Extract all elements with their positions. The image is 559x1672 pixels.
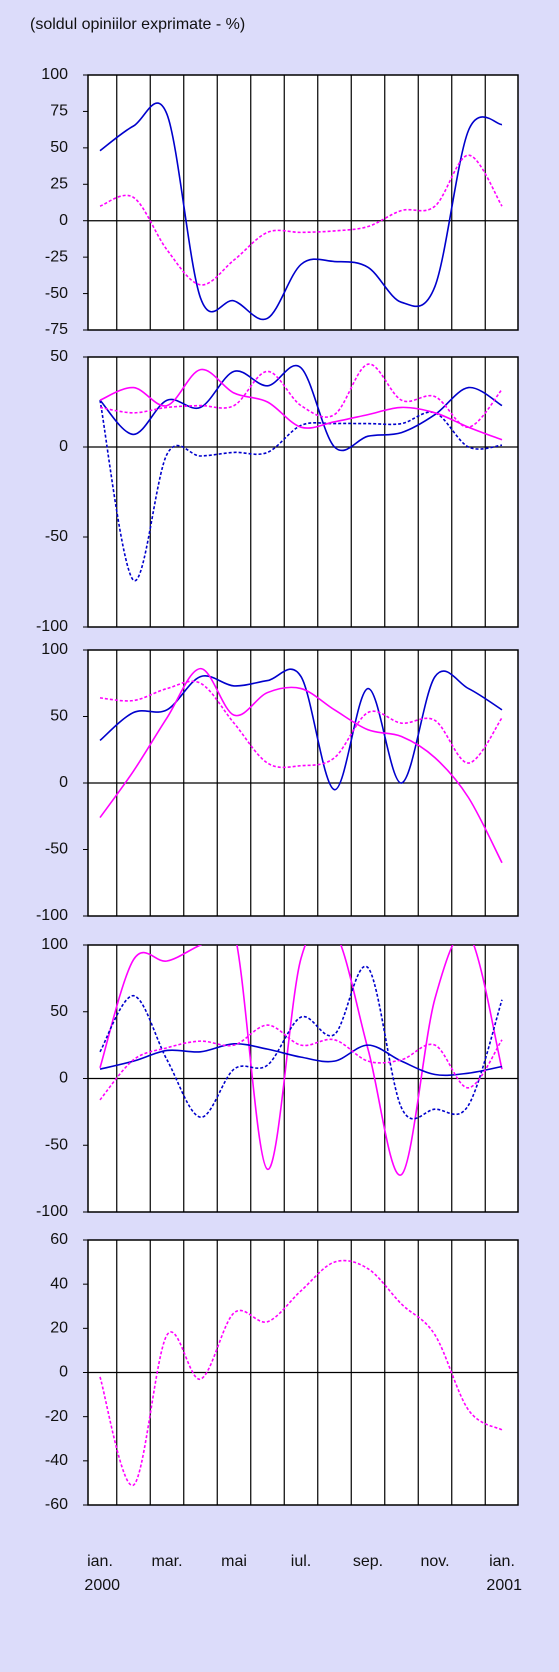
series-line [99, 667, 503, 864]
y-tick-label: 0 [59, 1070, 68, 1087]
y-tick-label: -50 [45, 1136, 68, 1153]
y-tick-label: -50 [45, 528, 68, 545]
series-line [99, 668, 503, 791]
y-tick-label: 60 [50, 1231, 68, 1248]
series-line [99, 965, 503, 1120]
x-tick-label: ian. 2001 [482, 1553, 522, 1594]
y-tick-label: 40 [50, 1275, 68, 1292]
y-tick-label: 50 [50, 139, 68, 156]
y-tick-label: 50 [50, 1003, 68, 1020]
y-tick-label: 50 [50, 348, 68, 365]
y-tick-label: -20 [45, 1408, 68, 1425]
series-line [99, 154, 503, 286]
plot-area [87, 356, 519, 628]
y-tick-label: -50 [45, 285, 68, 302]
x-tick-label: ian. 2000 [80, 1553, 120, 1594]
plot-area [87, 74, 519, 331]
series-line [99, 1024, 503, 1101]
y-tick-label: 100 [41, 66, 68, 83]
y-tick-label: 50 [50, 708, 68, 725]
y-tick-label: 0 [59, 438, 68, 455]
x-tick-label: mar. [151, 1553, 182, 1570]
y-tick-label: 100 [41, 936, 68, 953]
series-line [99, 945, 503, 1176]
series-line [99, 1259, 503, 1486]
y-tick-label: -40 [45, 1452, 68, 1469]
series-line [99, 364, 503, 452]
x-tick-label: sep. [353, 1553, 383, 1570]
y-tick-label: -60 [45, 1496, 68, 1513]
series-line [99, 1042, 503, 1077]
y-tick-label: -100 [36, 907, 68, 924]
y-tick-label: -100 [36, 1203, 68, 1220]
x-tick-label: mai [221, 1553, 247, 1570]
x-tick-label: nov. [420, 1553, 449, 1570]
x-tick-label: iul. [291, 1553, 311, 1570]
series-line [99, 368, 503, 441]
y-tick-label: 0 [59, 1364, 68, 1381]
series-line [99, 102, 503, 321]
series-line [99, 363, 503, 428]
y-tick-label: 20 [50, 1320, 68, 1337]
chart-subtitle: (soldul opiniilor exprimate - %) [30, 16, 245, 33]
y-tick-label: 0 [59, 212, 68, 229]
y-tick-label: 0 [59, 774, 68, 791]
y-tick-label: -25 [45, 248, 68, 265]
y-tick-label: -50 [45, 841, 68, 858]
y-tick-label: -75 [45, 321, 68, 338]
y-tick-label: 100 [41, 641, 68, 658]
y-tick-label: 75 [50, 103, 68, 120]
series-line [99, 680, 503, 769]
y-tick-label: 25 [50, 176, 68, 193]
y-tick-label: -100 [36, 618, 68, 635]
